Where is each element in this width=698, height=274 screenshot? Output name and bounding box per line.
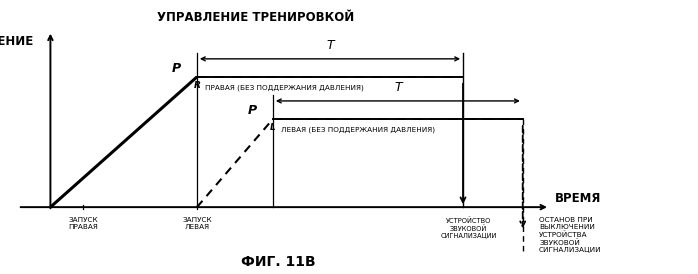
Text: УПРАВЛЕНИЕ ТРЕНИРОВКОЙ: УПРАВЛЕНИЕ ТРЕНИРОВКОЙ xyxy=(158,11,355,24)
Text: ЗАПУСК
ЛЕВАЯ: ЗАПУСК ЛЕВАЯ xyxy=(182,217,211,230)
Text: ВРЕМЯ: ВРЕМЯ xyxy=(556,192,602,205)
Text: УСТРОЙСТВО
ЗВУКОВОЙ
СИГНАЛИЗАЦИИ: УСТРОЙСТВО ЗВУКОВОЙ СИГНАЛИЗАЦИИ xyxy=(440,217,496,239)
Text: P: P xyxy=(172,62,181,75)
Text: T: T xyxy=(394,81,401,94)
Text: T: T xyxy=(326,39,334,52)
Text: P: P xyxy=(248,104,257,117)
Text: ОСТАНОВ ПРИ
ВЫКЛЮЧЕНИИ
УСТРОЙСТВА
ЗВУКОВОЙ
СИГНАЛИЗАЦИИ: ОСТАНОВ ПРИ ВЫКЛЮЧЕНИИ УСТРОЙСТВА ЗВУКОВ… xyxy=(539,217,602,253)
Text: ДАВЛЕНИЕ: ДАВЛЕНИЕ xyxy=(0,35,34,48)
Text: R: R xyxy=(194,81,201,90)
Text: ФИГ. 11В: ФИГ. 11В xyxy=(241,255,315,269)
Text: ПРАВАЯ (БЕЗ ПОДДЕРЖАНИЯ ДАВЛЕНИЯ): ПРАВАЯ (БЕЗ ПОДДЕРЖАНИЯ ДАВЛЕНИЯ) xyxy=(205,85,364,92)
Text: ЛЕВАЯ (БЕЗ ПОДДЕРЖАНИЯ ДАВЛЕНИЯ): ЛЕВАЯ (БЕЗ ПОДДЕРЖАНИЯ ДАВЛЕНИЯ) xyxy=(281,127,435,133)
Text: ЗАПУСК
ПРАВАЯ: ЗАПУСК ПРАВАЯ xyxy=(68,217,98,230)
Text: L: L xyxy=(270,123,276,132)
